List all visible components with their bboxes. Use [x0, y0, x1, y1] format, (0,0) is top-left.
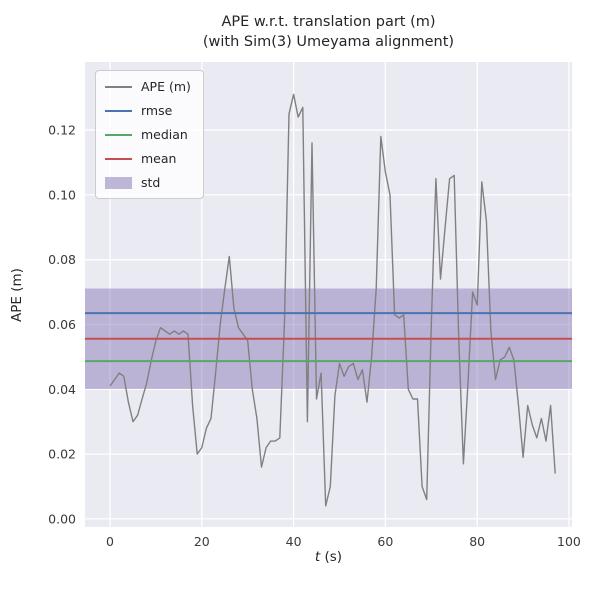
chart-title-line1: APE w.r.t. translation part (m)	[221, 14, 436, 30]
legend-label: mean	[141, 151, 177, 166]
legend-item-median: median	[105, 126, 191, 143]
y-tick-label: 0.00	[48, 511, 76, 526]
legend-label: median	[141, 127, 188, 142]
legend: APE (m) rmse median mean std	[95, 70, 204, 199]
y-tick-label: 0.12	[48, 123, 76, 138]
x-tick-label: 0	[106, 534, 114, 549]
chart-title-line2: (with Sim(3) Umeyama alignment)	[202, 34, 455, 51]
y-tick-label: 0.06	[48, 317, 76, 332]
y-tick-label: 0.10	[48, 187, 76, 202]
legend-swatch	[105, 133, 132, 136]
x-tick-label: 100	[557, 534, 581, 549]
legend-swatch	[105, 109, 132, 112]
legend-swatch	[105, 176, 132, 189]
legend-label: std	[141, 175, 161, 190]
x-tick-label: 20	[194, 534, 210, 549]
ape-line	[109, 93, 556, 507]
legend-item-mean: mean	[105, 150, 191, 167]
y-tick-label: 0.02	[48, 447, 76, 462]
x-axis-label-var: t	[314, 549, 321, 565]
legend-swatch	[105, 157, 132, 160]
y-tick-label: 0.08	[48, 252, 76, 267]
x-axis-label-unit: (s)	[320, 549, 343, 565]
legend-item-ape-m-: APE (m)	[105, 78, 191, 95]
x-axis-label: t (s)	[85, 549, 572, 565]
legend-item-std: std	[105, 174, 191, 191]
legend-swatch	[105, 85, 132, 88]
x-tick-label: 40	[286, 534, 302, 549]
legend-label: APE (m)	[141, 79, 191, 94]
y-tick-label: 0.04	[48, 382, 76, 397]
x-tick-label: 80	[469, 534, 485, 549]
chart-title: APE w.r.t. translation part (m) (with Si…	[85, 12, 572, 53]
y-axis-label: APE (m)	[9, 268, 25, 322]
x-tick-label: 60	[377, 534, 393, 549]
legend-label: rmse	[141, 103, 173, 118]
legend-item-rmse: rmse	[105, 102, 191, 119]
